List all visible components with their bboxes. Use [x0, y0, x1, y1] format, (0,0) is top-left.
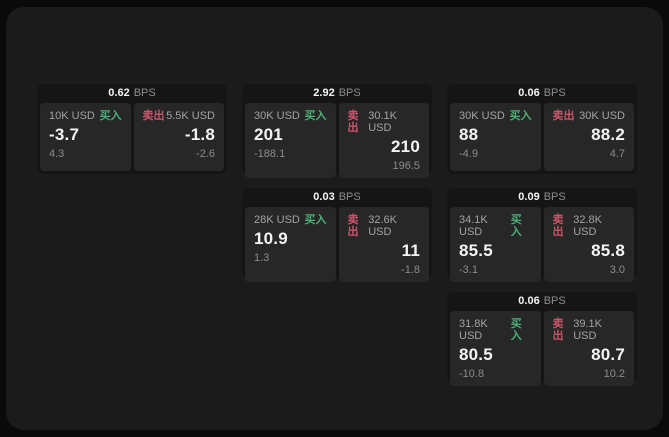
buy-label: 买入: [509, 110, 532, 122]
buy-delta: -4.9: [459, 148, 478, 160]
buy-label: 买入: [99, 110, 122, 122]
buy-panel[interactable]: 31.8K USD 买入 80.5 -10.8: [450, 311, 541, 386]
spread-value: 0.62: [108, 87, 130, 99]
sell-price: 85.8: [591, 241, 625, 260]
sell-price: 210: [391, 137, 420, 156]
buy-panel[interactable]: 30K USD 买入 88 -4.9: [450, 103, 541, 171]
sell-amount: 32.8K USD: [573, 214, 602, 238]
bps-label: BPS: [543, 87, 566, 99]
bps-label: BPS: [133, 87, 156, 99]
buy-amount: 30K USD: [459, 110, 505, 122]
quote-card-6: 0.06 BPS 31.8K USD 买入 80.5 -10.8 卖出 39.1…: [447, 292, 637, 386]
sell-panel[interactable]: 卖出 5.5K USD -1.8 -2.6: [133, 103, 224, 171]
sell-panel[interactable]: 卖出 30.1K USD 210 196.5: [338, 103, 429, 178]
quote-card-1: 0.62 BPS 10K USD 买入 -3.7 4.3 卖出 5.5K USD…: [37, 84, 227, 174]
sell-delta: -1.8: [401, 264, 420, 276]
bps-label: BPS: [338, 87, 361, 99]
buy-amount: 28K USD: [254, 214, 300, 226]
card-header: 0.06 BPS: [447, 292, 637, 311]
buy-price: -3.7: [49, 125, 80, 144]
sell-panel[interactable]: 卖出 32.6K USD 11 -1.8: [338, 207, 429, 282]
sell-price: 80.7: [591, 345, 625, 364]
card-header: 0.06 BPS: [447, 84, 637, 103]
quote-card-3: 0.06 BPS 30K USD 买入 88 -4.9 卖出 30K USD 8…: [447, 84, 637, 174]
quote-panels: 34.1K USD 买入 85.5 -3.1 卖出 32.8K USD 85.8…: [447, 207, 637, 285]
bps-label: BPS: [338, 191, 361, 203]
sell-amount: 30K USD: [579, 110, 625, 122]
sell-amount: 32.6K USD: [368, 214, 397, 238]
card-header: 2.92 BPS: [242, 84, 432, 103]
quote-panels: 30K USD 买入 201 -188.1 卖出 30.1K USD 210 1…: [242, 103, 432, 181]
buy-label: 买入: [304, 214, 327, 226]
sell-label: 卖出: [347, 214, 359, 238]
buy-delta: -188.1: [254, 148, 286, 160]
buy-panel[interactable]: 10K USD 买入 -3.7 4.3: [40, 103, 131, 171]
sell-label: 卖出: [142, 110, 165, 122]
bps-label: BPS: [543, 295, 566, 307]
sell-label: 卖出: [552, 110, 575, 122]
spread-value: 0.06: [518, 87, 540, 99]
quote-panels: 31.8K USD 买入 80.5 -10.8 卖出 39.1K USD 80.…: [447, 311, 637, 389]
sell-delta: 10.2: [603, 368, 625, 380]
buy-panel[interactable]: 34.1K USD 买入 85.5 -3.1: [450, 207, 541, 282]
buy-price: 85.5: [459, 241, 493, 260]
buy-amount: 10K USD: [49, 110, 95, 122]
buy-amount: 31.8K USD: [459, 318, 488, 342]
spread-value: 0.06: [518, 295, 540, 307]
buy-amount: 34.1K USD: [459, 214, 488, 238]
buy-label: 买入: [510, 318, 522, 342]
sell-amount: 39.1K USD: [573, 318, 602, 342]
spread-value: 0.03: [313, 191, 335, 203]
sell-price: 88.2: [591, 125, 625, 144]
quote-panels: 10K USD 买入 -3.7 4.3 卖出 5.5K USD -1.8 -2.…: [37, 103, 227, 174]
sell-panel[interactable]: 卖出 30K USD 88.2 4.7: [543, 103, 634, 171]
sell-amount: 30.1K USD: [368, 110, 397, 134]
card-header: 0.62 BPS: [37, 84, 227, 103]
sell-delta: -2.6: [196, 148, 215, 160]
buy-label: 买入: [304, 110, 327, 122]
buy-price: 10.9: [254, 229, 288, 248]
sell-price: 11: [401, 241, 420, 260]
quote-card-2: 2.92 BPS 30K USD 买入 201 -188.1 卖出 30.1K …: [242, 84, 432, 178]
buy-panel[interactable]: 28K USD 买入 10.9 1.3: [245, 207, 336, 282]
buy-price: 80.5: [459, 345, 493, 364]
buy-delta: 1.3: [254, 252, 270, 264]
card-header: 0.03 BPS: [242, 188, 432, 207]
sell-label: 卖出: [552, 214, 564, 238]
buy-price: 88: [459, 125, 479, 144]
buy-delta: -3.1: [459, 264, 478, 276]
buy-panel[interactable]: 30K USD 买入 201 -188.1: [245, 103, 336, 178]
card-header: 0.09 BPS: [447, 188, 637, 207]
sell-delta: 4.7: [609, 148, 625, 160]
bps-label: BPS: [543, 191, 566, 203]
quote-panels: 28K USD 买入 10.9 1.3 卖出 32.6K USD 11 -1.8: [242, 207, 432, 285]
sell-amount: 5.5K USD: [166, 110, 215, 122]
sell-delta: 196.5: [392, 160, 420, 172]
sell-label: 卖出: [552, 318, 564, 342]
quote-panels: 30K USD 买入 88 -4.9 卖出 30K USD 88.2 4.7: [447, 103, 637, 174]
sell-delta: 3.0: [609, 264, 625, 276]
buy-amount: 30K USD: [254, 110, 300, 122]
spread-value: 0.09: [518, 191, 540, 203]
sell-label: 卖出: [347, 110, 359, 134]
sell-panel[interactable]: 卖出 39.1K USD 80.7 10.2: [543, 311, 634, 386]
spread-value: 2.92: [313, 87, 335, 99]
sell-price: -1.8: [184, 125, 215, 144]
sell-panel[interactable]: 卖出 32.8K USD 85.8 3.0: [543, 207, 634, 282]
quote-card-5: 0.09 BPS 34.1K USD 买入 85.5 -3.1 卖出 32.8K…: [447, 188, 637, 282]
quote-card-4: 0.03 BPS 28K USD 买入 10.9 1.3 卖出 32.6K US…: [242, 188, 432, 282]
buy-label: 买入: [510, 214, 522, 238]
buy-price: 201: [254, 125, 283, 144]
buy-delta: 4.3: [49, 148, 65, 160]
buy-delta: -10.8: [459, 368, 485, 380]
